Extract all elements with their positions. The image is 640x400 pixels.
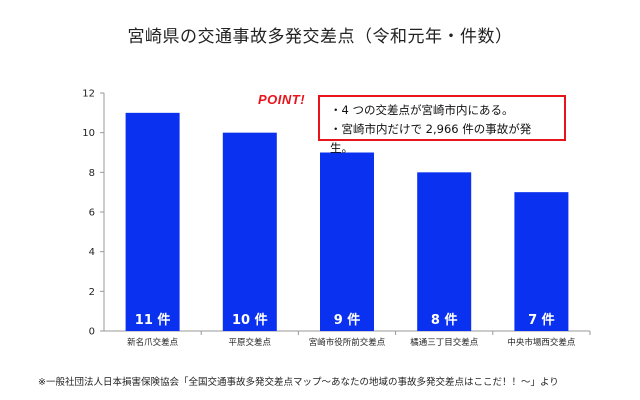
- bar-4: [417, 172, 472, 331]
- x-category-label: 新名爪交差点: [127, 337, 179, 348]
- bar-2: [222, 132, 277, 331]
- bar-data-label: 9 件: [334, 312, 361, 328]
- bar-data-label: 8 件: [431, 312, 458, 328]
- bar-1: [125, 112, 180, 331]
- callout-line-2: ・宮崎市内だけで 2,966 件の事故が発生。: [330, 122, 532, 155]
- x-category-label: 橘通三丁目交差点: [410, 337, 479, 348]
- x-category-label: 中央市場西交差点: [507, 337, 576, 348]
- bar-data-label: 11 件: [135, 312, 171, 328]
- callout-line-1: ・4 つの交差点が宮崎市内にある。: [330, 103, 514, 117]
- bar-data-label: 10 件: [232, 312, 268, 328]
- x-category-label: 平原交差点: [229, 337, 272, 348]
- y-tick-label: 8: [89, 168, 95, 179]
- bar-5: [514, 192, 569, 331]
- y-tick-label: 6: [89, 208, 95, 219]
- bar-data-label: 7 件: [528, 312, 555, 328]
- bar-3: [320, 152, 374, 331]
- y-tick-label: 10: [82, 128, 95, 139]
- point-label: POINT!: [258, 92, 306, 107]
- y-tick-label: 0: [89, 327, 95, 338]
- source-footnote: ※一般社団法人日本損害保険協会「全国交通事故多発交差点マップ～あなたの地域の事故…: [38, 377, 559, 388]
- chart-title: 宮崎県の交通事故多発交差点（令和元年・件数）: [127, 27, 513, 47]
- y-tick-label: 4: [89, 247, 95, 258]
- y-tick-label: 12: [82, 89, 95, 100]
- callout-box: ・4 つの交差点が宮崎市内にある。 ・宮崎市内だけで 2,966 件の事故が発生…: [318, 95, 566, 155]
- x-category-label: 宮崎市役所前交差点: [309, 337, 386, 348]
- y-tick-label: 2: [89, 287, 95, 298]
